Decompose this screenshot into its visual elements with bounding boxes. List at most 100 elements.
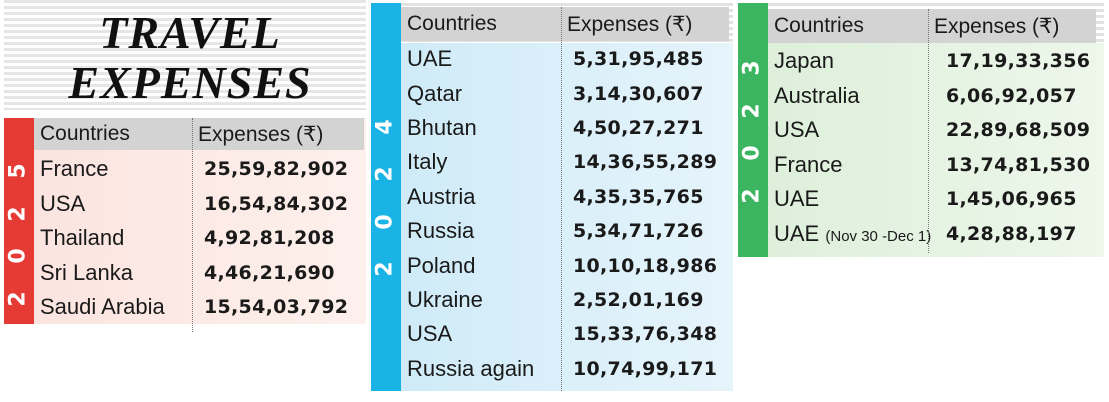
expense-cell: 16,54,84,302	[204, 192, 349, 215]
country-cell: Qatar	[401, 81, 561, 107]
year-digit: 2	[740, 103, 765, 119]
year-digit: 2	[373, 166, 398, 182]
country-name: Bhutan	[407, 114, 477, 140]
country-cell: USA	[768, 117, 934, 143]
expense-cell: 15,54,03,792	[204, 296, 349, 319]
page-title: TRAVEL EXPENSES	[40, 8, 340, 108]
table-row: Japan 17,19,33,356	[768, 44, 1102, 79]
title-line-2: EXPENSES	[68, 57, 312, 108]
country-name: USA	[774, 117, 820, 143]
table-row: Saudi Arabia 15,54,03,792	[34, 290, 364, 325]
table-row: Poland 10,10,18,986	[401, 248, 731, 282]
table-row: Bhutan 4,50,27,271	[401, 111, 731, 145]
table-row: UAE 1,45,06,965	[768, 182, 1102, 217]
expense-cell: 4,50,27,271	[573, 116, 704, 139]
title-background	[4, 0, 366, 110]
country-name: USA	[407, 321, 453, 347]
country-name: Qatar	[407, 80, 463, 106]
year-digit: 2	[740, 188, 765, 204]
country-cell: Sri Lanka	[34, 260, 192, 286]
table-row: UAE (Nov 30 -Dec 1) 4,28,88,197	[768, 217, 1102, 252]
country-cell: Thailand	[34, 225, 192, 251]
expense-cell: 6,06,92,057	[946, 84, 1077, 107]
country-name: Saudi Arabia	[40, 294, 165, 320]
year-digit: 3	[740, 60, 765, 76]
table-row: Sri Lanka 4,46,21,690	[34, 256, 364, 291]
country-name: Italy	[407, 149, 448, 175]
table-row: France 25,59,82,902	[34, 152, 364, 187]
country-cell: Ukraine	[401, 287, 561, 313]
expense-cell: 3,14,30,607	[573, 82, 704, 105]
header-countries: Countries	[407, 12, 497, 35]
expense-cell: 15,33,76,348	[573, 323, 718, 346]
expense-cell: 5,31,95,485	[573, 48, 704, 71]
country-name: Sri Lanka	[40, 259, 133, 285]
expense-cell: 4,35,35,765	[573, 185, 704, 208]
table-header: Countries Expenses (₹)	[34, 118, 364, 150]
country-cell: Italy	[401, 149, 561, 175]
country-name: France	[774, 151, 843, 177]
expense-cell: 10,74,99,171	[573, 357, 718, 380]
expense-cell: 13,74,81,530	[946, 153, 1091, 176]
country-note: (Nov 30 -Dec 1)	[825, 227, 932, 245]
country-cell: UAE	[401, 46, 561, 72]
expense-cell: 14,36,55,289	[573, 151, 718, 174]
table-row: UAE 5,31,95,485	[401, 42, 731, 76]
header-expenses: Expenses (₹)	[198, 122, 324, 146]
expense-cell: 4,92,81,208	[204, 227, 335, 250]
header-countries: Countries	[40, 122, 130, 145]
country-cell: Poland	[401, 253, 561, 279]
country-name: Austria	[407, 183, 476, 209]
country-name: France	[40, 156, 109, 182]
table-row: Italy 14,36,55,289	[401, 145, 731, 179]
country-cell: Russia again	[401, 356, 561, 382]
country-cell: UAE (Nov 30 -Dec 1)	[768, 221, 934, 247]
country-cell: France	[34, 156, 192, 182]
year-digit: 5	[6, 163, 31, 179]
country-cell: USA	[34, 191, 192, 217]
expense-cell: 10,10,18,986	[573, 254, 718, 277]
table-header: Countries Expenses (₹)	[768, 9, 1096, 43]
year-digit: 2	[373, 261, 398, 277]
table-row: USA 16,54,84,302	[34, 187, 364, 222]
country-name: Poland	[407, 252, 476, 278]
table-body: France 25,59,82,902 USA 16,54,84,302 Thailan…	[34, 152, 364, 325]
country-name: Russia again	[407, 355, 535, 381]
table-body: UAE 5,31,95,485 Qatar 3,14,30,607 Bhutan 4,50…	[401, 42, 731, 386]
expense-cell: 5,34,71,726	[573, 220, 704, 243]
table-row: Ukraine 2,52,01,169	[401, 283, 731, 317]
header-countries: Countries	[774, 14, 864, 37]
table-row: Thailand 4,92,81,208	[34, 221, 364, 256]
country-cell: Russia	[401, 218, 561, 244]
country-cell: UAE	[768, 186, 934, 212]
country-cell: USA	[401, 321, 561, 347]
country-cell: Bhutan	[401, 115, 561, 141]
country-cell: Australia	[768, 83, 934, 109]
country-name: Japan	[774, 48, 834, 74]
country-name: Australia	[774, 82, 860, 108]
header-expenses: Expenses (₹)	[934, 14, 1060, 38]
country-cell: Saudi Arabia	[34, 294, 192, 320]
country-name: UAE	[774, 220, 820, 246]
expense-cell: 25,59,82,902	[204, 158, 349, 181]
year-digit: 0	[6, 248, 31, 264]
expense-cell: 2,52,01,169	[573, 288, 704, 311]
year-digit: 0	[373, 214, 398, 230]
country-cell: Japan	[768, 48, 934, 74]
year-digit: 0	[740, 145, 765, 161]
table-row: Qatar 3,14,30,607	[401, 76, 731, 110]
expense-cell: 4,28,88,197	[946, 222, 1077, 245]
expense-cell: 1,45,06,965	[946, 188, 1077, 211]
table-row: USA 15,33,76,348	[401, 317, 731, 351]
country-name: Russia	[407, 218, 475, 244]
country-name: UAE	[407, 46, 453, 72]
header-expenses: Expenses (₹)	[567, 12, 693, 36]
year-digit: 2	[6, 291, 31, 307]
